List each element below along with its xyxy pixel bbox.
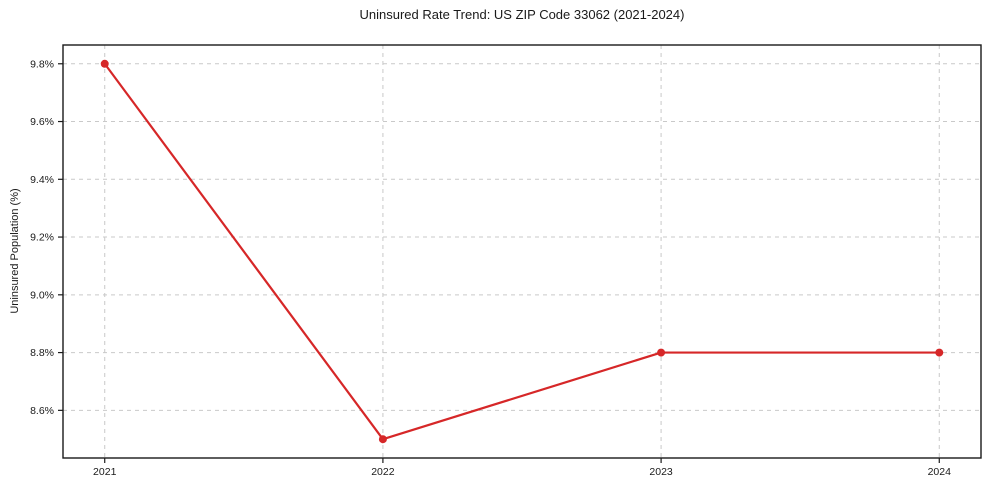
data-point: [935, 348, 944, 357]
y-tick-label: 8.8%: [30, 347, 54, 359]
y-tick-label: 9.4%: [30, 174, 54, 186]
data-line: [103, 62, 941, 441]
x-tick-label: 2024: [928, 466, 952, 478]
plot-border: [62, 44, 982, 459]
data-point: [100, 59, 109, 68]
y-tick-label: 8.6%: [30, 405, 54, 417]
chart-title: Uninsured Rate Trend: US ZIP Code 33062 …: [359, 7, 685, 22]
y-tick-label: 9.8%: [30, 58, 54, 70]
data-point: [378, 435, 387, 444]
x-tick-label: 2023: [649, 466, 673, 478]
y-tick-label: 9.0%: [30, 289, 54, 301]
x-tick-label: 2021: [93, 466, 117, 478]
data-point: [657, 348, 666, 357]
y-tick-label: 9.2%: [30, 232, 54, 244]
y-tick-label: 9.6%: [30, 116, 54, 128]
x-tick-label: 2022: [371, 466, 395, 478]
